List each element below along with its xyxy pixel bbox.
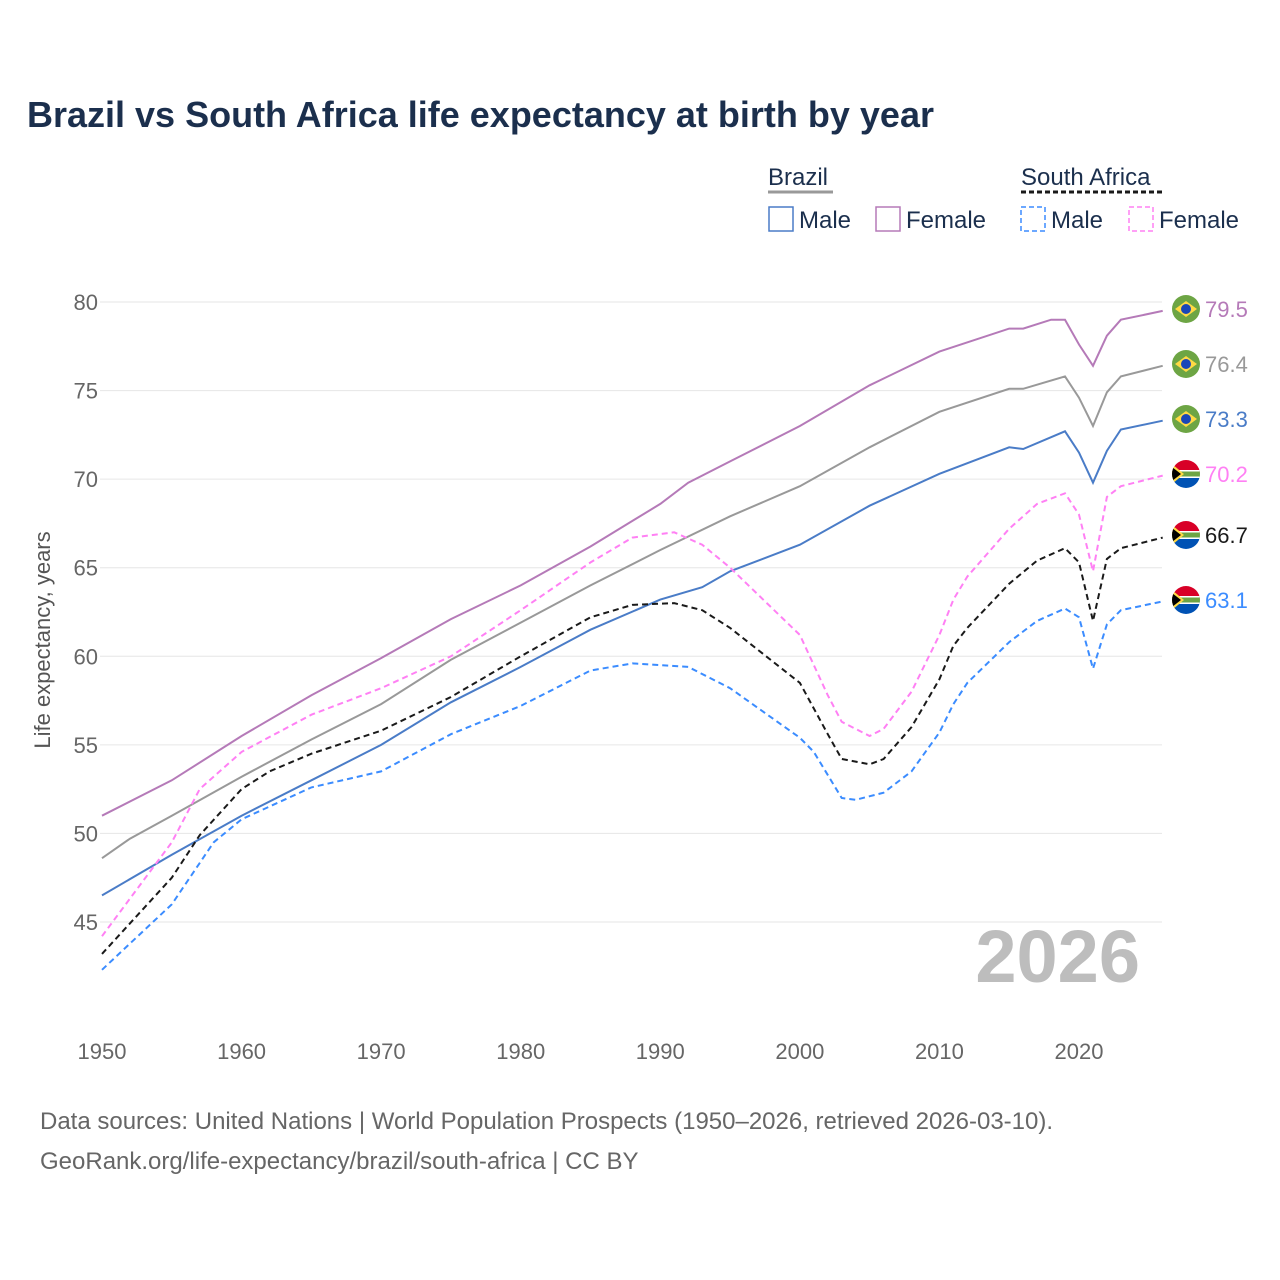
series-line-brazil-male (101, 419, 1163, 897)
series-line-south-africa-total (101, 536, 1163, 955)
y-tick-label: 60 (74, 644, 98, 669)
brazil-flag-icon (1172, 295, 1200, 323)
brazil-flag-icon (1172, 350, 1200, 378)
x-tick-label: 1960 (217, 1039, 266, 1064)
series-line-south-africa-female (101, 474, 1163, 937)
source-note: Data sources: United Nations | World Pop… (40, 1108, 1054, 1135)
x-tick-label: 2020 (1055, 1039, 1104, 1064)
legend-group-brazil: Brazil (768, 164, 828, 191)
end-value-label: 79.5 (1205, 297, 1248, 322)
y-tick-label: 45 (74, 910, 98, 935)
end-value-label: 70.2 (1205, 462, 1248, 487)
south-africa-flag-icon (1172, 460, 1200, 488)
y-tick-label: 65 (74, 556, 98, 581)
legend-swatch (875, 206, 901, 232)
y-tick-label: 50 (74, 821, 98, 846)
series-line-brazil-female (101, 309, 1163, 817)
legend-swatch (1128, 206, 1154, 232)
chart-title: Brazil vs South Africa life expectancy a… (27, 94, 934, 135)
end-value-label: 63.1 (1205, 588, 1248, 613)
x-tick-label: 2000 (775, 1039, 824, 1064)
end-value-label: 73.3 (1205, 407, 1248, 432)
end-value-label: 76.4 (1205, 352, 1248, 377)
legend-item-label: Female (906, 207, 986, 234)
series-line-brazil-total (101, 364, 1163, 860)
y-tick-label: 75 (74, 379, 98, 404)
end-value-label: 66.7 (1205, 523, 1248, 548)
legend-item-label: Male (1051, 207, 1103, 234)
series-line-south-africa-male (101, 600, 1163, 971)
legend-item-label: Female (1159, 207, 1239, 234)
legend-group-south-africa: South Africa (1021, 164, 1151, 191)
source-link[interactable]: GeoRank.org/life-expectancy/brazil/south… (40, 1148, 639, 1175)
x-tick-label: 2010 (915, 1039, 964, 1064)
x-tick-label: 1980 (496, 1039, 545, 1064)
legend-swatch (768, 206, 794, 232)
south-africa-flag-icon (1172, 521, 1200, 549)
y-tick-label: 70 (74, 467, 98, 492)
x-tick-label: 1950 (78, 1039, 127, 1064)
legend-item-label: Male (799, 207, 851, 234)
y-axis-label: Life expectancy, years (30, 531, 55, 748)
x-tick-label: 1970 (357, 1039, 406, 1064)
south-africa-flag-icon (1172, 586, 1200, 614)
legend-swatch (1020, 206, 1046, 232)
x-tick-label: 1990 (636, 1039, 685, 1064)
year-watermark: 2026 (975, 915, 1140, 998)
brazil-flag-icon (1172, 405, 1200, 433)
y-tick-label: 80 (74, 290, 98, 315)
y-tick-label: 55 (74, 733, 98, 758)
